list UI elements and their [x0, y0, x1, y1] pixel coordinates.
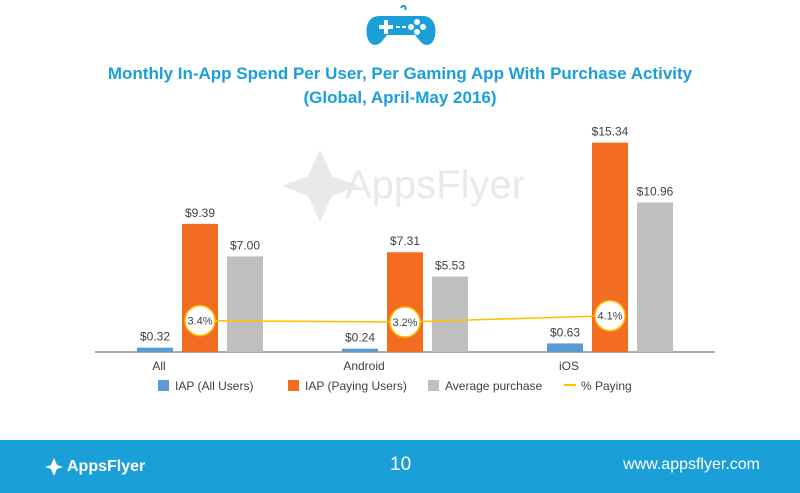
footer-logo: AppsFlyer	[44, 456, 145, 478]
chart: AppsFlyer $0.32 $9.39 $7.00 All $0.24 $7.31 $5.…	[95, 125, 715, 393]
legend-swatch-1	[288, 380, 299, 391]
watermark-text: AppsFlyer	[345, 163, 525, 207]
bar-all-s2	[227, 256, 263, 352]
appsflyer-logo-icon	[45, 458, 63, 476]
pct-paying-label: 3.2%	[392, 317, 417, 329]
data-label: $0.32	[140, 330, 170, 344]
bar-ios-s2	[637, 202, 673, 352]
legend-label-1: IAP (Paying Users)	[305, 379, 407, 393]
data-label: $7.31	[390, 234, 420, 248]
chart-subtitle: (Global, April-May 2016)	[303, 88, 497, 107]
data-label: $7.00	[230, 238, 260, 252]
legend-swatch-2	[428, 380, 439, 391]
pct-paying-label: 3.4%	[187, 316, 212, 328]
bar-all-s0	[137, 347, 173, 352]
data-label: $5.53	[435, 259, 465, 273]
data-label: $10.96	[637, 184, 674, 198]
footer-bar: AppsFlyer 10 www.appsflyer.com	[0, 440, 800, 493]
x-tick-label: All	[152, 359, 165, 373]
legend-swatch-0	[158, 380, 169, 391]
chart-title-block: Monthly In-App Spend Per User, Per Gamin…	[0, 62, 800, 110]
data-label: $15.34	[592, 125, 629, 139]
footer-url[interactable]: www.appsflyer.com	[623, 456, 760, 473]
bar-android-s2	[432, 276, 468, 352]
legend-label-2: Average purchase	[445, 379, 543, 393]
pct-paying-marker	[389, 306, 421, 338]
x-tick-label: iOS	[559, 359, 579, 373]
pct-paying-marker	[184, 304, 216, 337]
legend-label-0: IAP (All Users)	[175, 379, 253, 393]
watermark-logo-icon	[282, 150, 358, 222]
bar-android-s0	[342, 348, 378, 352]
chart-title: Monthly In-App Spend Per User, Per Gamin…	[107, 64, 693, 83]
legend-label-3: % Paying	[581, 379, 632, 393]
data-label: $9.39	[185, 206, 215, 220]
bar-ios-s0	[547, 343, 583, 352]
gamepad-icon	[366, 4, 436, 45]
pct-paying-label: 4.1%	[597, 311, 622, 323]
footer-logo-text: AppsFlyer	[67, 458, 146, 475]
x-tick-label: Android	[343, 359, 384, 373]
pct-paying-marker	[594, 299, 626, 332]
data-label: $0.63	[550, 325, 580, 339]
data-label: $0.24	[345, 331, 375, 345]
page-number: 10	[390, 454, 412, 475]
watermark: AppsFlyer	[282, 150, 525, 222]
